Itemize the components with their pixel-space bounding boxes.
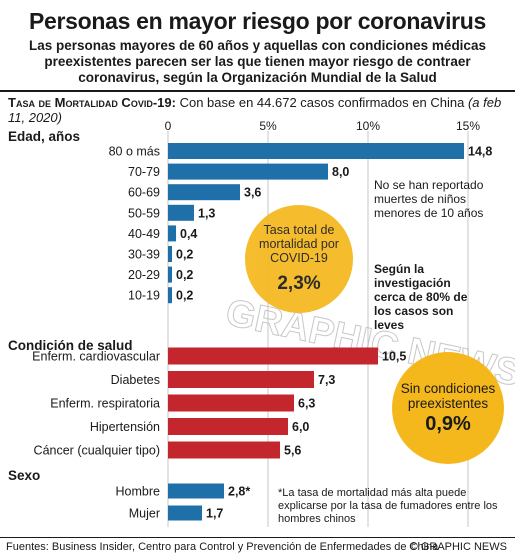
data-label: 6,3 <box>298 397 315 411</box>
x-tick-label: 15% <box>456 119 480 133</box>
bar <box>168 163 328 180</box>
data-label: 3,6 <box>244 186 261 200</box>
top-divider <box>0 90 515 92</box>
category-label: 40-49 <box>128 227 160 241</box>
category-label: Mujer <box>129 507 160 521</box>
data-label: 1,3 <box>198 206 215 220</box>
data-label: 2,8* <box>228 485 250 499</box>
no-conditions-circle: Sin condiciones preexistentes 0,9% <box>392 352 504 464</box>
bar <box>168 418 288 435</box>
data-label: 1,7 <box>206 507 223 521</box>
category-label: 70-79 <box>128 165 160 179</box>
category-label: Hipertensión <box>90 420 160 434</box>
bar <box>168 225 176 242</box>
bar <box>168 287 172 304</box>
data-label: 14,8 <box>468 145 492 159</box>
bar <box>168 505 202 521</box>
bar <box>168 204 194 221</box>
data-label: 0,2 <box>176 268 193 282</box>
x-tick-label: 0 <box>165 119 172 133</box>
group-heading: Condición de salud <box>8 338 133 353</box>
bar <box>168 266 172 283</box>
bar <box>168 394 294 412</box>
smokers-footnote: *La tasa de mortalidad más alta puede ex… <box>278 487 498 525</box>
credit-text: © GRAPHIC NEWS <box>409 541 507 553</box>
category-label: Enferm. cardiovascular <box>32 350 160 364</box>
category-label: Enferm. respiratoria <box>50 397 160 411</box>
no-conditions-label: Sin condiciones preexistentes <box>400 380 496 411</box>
overall-mortality-circle: Tasa total de mortalidad por COVID-19 2,… <box>245 205 353 313</box>
bar <box>168 441 280 459</box>
overall-mortality-label: Tasa total de mortalidad por COVID-19 <box>259 223 339 265</box>
bar <box>168 143 464 159</box>
bar <box>168 347 378 365</box>
category-label: Diabetes <box>111 373 160 387</box>
category-label: 20-29 <box>128 268 160 282</box>
bar <box>168 483 224 499</box>
category-label: 30-39 <box>128 248 160 262</box>
x-tick-label: 10% <box>356 119 380 133</box>
chart-subtitle: Las personas mayores de 60 años y aquell… <box>29 38 486 85</box>
caption-date: (a feb 11, 2020) <box>8 95 502 125</box>
category-label: 50-59 <box>128 206 160 220</box>
category-label: 80 o más <box>109 145 160 159</box>
caption-text: Con base en 44.672 casos confirmados en … <box>179 95 465 110</box>
data-label: 5,6 <box>284 444 301 458</box>
data-label: 6,0 <box>292 420 309 434</box>
chart-caption: Tasa de Mortalidad Covid-19: Con base en… <box>8 95 508 125</box>
x-tick-label: 5% <box>259 119 277 133</box>
data-label: 10,5 <box>382 350 406 364</box>
bar <box>168 371 314 388</box>
overall-mortality-value: 2,3% <box>277 273 321 294</box>
category-label: Cáncer (cualquier tipo) <box>34 444 160 458</box>
category-label: Hombre <box>116 485 161 499</box>
caption-label: Tasa de Mortalidad Covid-19: <box>8 95 176 110</box>
no-conditions-value: 0,9% <box>425 412 471 435</box>
chart-title: Personas en mayor riesgo por coronavirus <box>28 8 487 34</box>
data-label: 7,3 <box>318 373 335 387</box>
group-heading: Edad, años <box>8 129 80 144</box>
sources-text: Fuentes: Business Insider, Centro para C… <box>6 541 439 553</box>
data-label: 0,2 <box>176 289 193 303</box>
data-label: 8,0 <box>332 165 349 179</box>
category-label: 60-69 <box>128 186 160 200</box>
note-no-child-deaths: No se han reportado muertes de niños men… <box>374 178 484 220</box>
bottom-divider <box>0 537 515 538</box>
data-label: 0,4 <box>180 227 197 241</box>
bar <box>168 184 240 201</box>
category-label: 10-19 <box>128 289 160 303</box>
bar <box>168 246 172 262</box>
group-heading: Sexo <box>8 468 40 483</box>
data-label: 0,2 <box>176 248 193 262</box>
note-mild-cases: Según la investigación cerca de 80% de l… <box>374 262 468 332</box>
